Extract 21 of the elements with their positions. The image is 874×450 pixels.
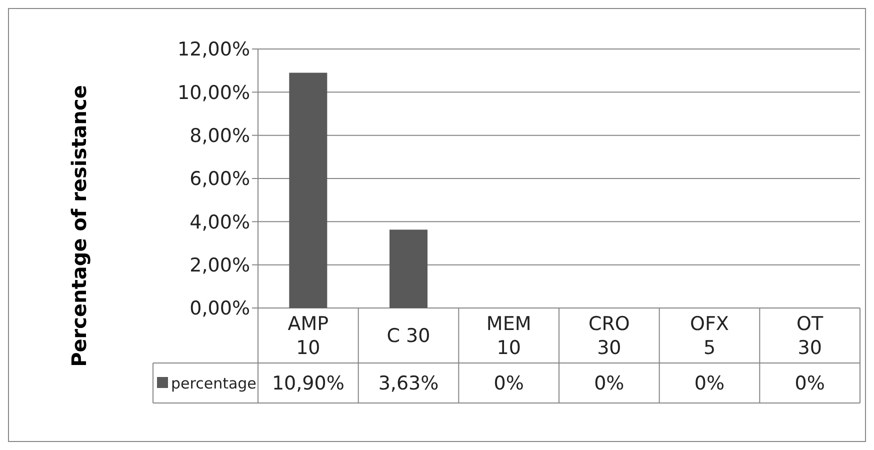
data-label: 0% <box>694 372 725 395</box>
x-tick-label: C 30 <box>386 325 430 348</box>
data-label: 0% <box>794 372 825 395</box>
data-label: 10,90% <box>272 372 344 395</box>
x-tick-label: CRO 30 <box>588 313 630 360</box>
data-label: 0% <box>494 372 524 395</box>
y-tick-label: 2,00% <box>190 254 250 276</box>
x-tick-label: OT 30 <box>796 313 824 360</box>
y-tick-label: 8,00% <box>190 124 250 147</box>
y-tick-label: 4,00% <box>190 211 250 234</box>
x-tick-label: MEM 10 <box>486 313 532 360</box>
y-tick-label: 6,00% <box>190 168 250 190</box>
y-axis-title: Percentage of resistance <box>67 85 91 367</box>
x-tick-label: AMP 10 <box>288 313 329 360</box>
legend-label: percentage <box>171 374 256 392</box>
data-label: 3,63% <box>378 372 439 395</box>
data-label: 0% <box>594 372 624 395</box>
x-tick-label: OFX 5 <box>690 313 729 360</box>
y-tick-label: 10,00% <box>178 82 250 104</box>
y-tick-label: 12,00% <box>178 38 250 61</box>
y-tick-label: 0,00% <box>190 298 250 320</box>
